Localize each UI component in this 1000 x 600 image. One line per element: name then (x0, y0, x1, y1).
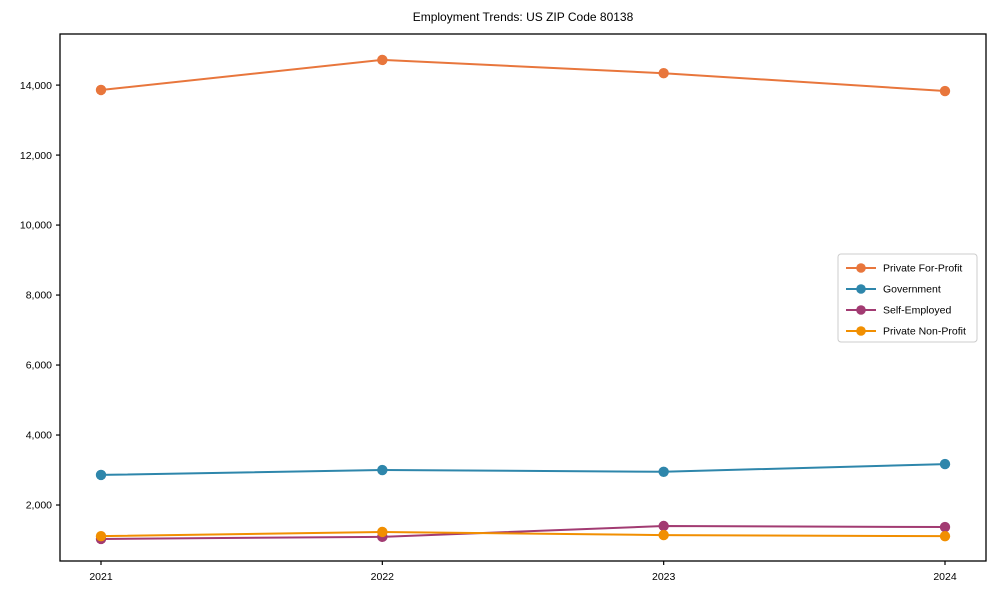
data-point (939, 521, 951, 533)
legend-marker (856, 284, 866, 294)
x-tick-label: 2022 (371, 571, 395, 583)
line-private-non-profit (100, 530, 946, 538)
chart-title: Employment Trends: US ZIP Code 80138 (412, 10, 634, 24)
y-tick-label: 8,000 (26, 290, 52, 302)
legend-marker (856, 305, 866, 315)
data-point (658, 67, 669, 79)
data-point (377, 464, 388, 476)
data-point (95, 469, 107, 481)
data-point (658, 520, 669, 532)
legend-box (837, 253, 978, 343)
y-tick-label: 12,000 (20, 150, 52, 162)
y-tick-label: 6,000 (26, 360, 52, 372)
data-point (939, 458, 951, 470)
data-point (95, 84, 107, 96)
y-tick-label: 14,000 (20, 80, 52, 92)
data-point (658, 466, 669, 477)
line-government (100, 463, 946, 476)
data-point (377, 54, 388, 66)
plot-border (59, 33, 987, 562)
data-point (377, 526, 388, 538)
data-point (939, 530, 951, 542)
data-point (95, 530, 107, 542)
data-point (658, 529, 669, 541)
x-tick-label: 2021 (89, 571, 113, 583)
line-private-for-profit (100, 58, 946, 93)
y-tick-label: 4,000 (26, 430, 52, 442)
y-tick-label: 2,000 (26, 500, 52, 512)
legend-marker (856, 326, 866, 336)
legend-label: Private Non-Profit (883, 326, 966, 338)
legend-label: Self-Employed (883, 305, 951, 317)
data-point (939, 85, 951, 97)
x-tick-label: 2023 (652, 571, 676, 583)
y-tick-label: 10,000 (20, 220, 52, 232)
legend-marker (856, 263, 866, 273)
line-self-employed (100, 525, 946, 540)
legend-label: Government (883, 284, 941, 296)
legend-label: Private For-Profit (883, 263, 962, 275)
x-tick-label: 2024 (933, 571, 957, 583)
